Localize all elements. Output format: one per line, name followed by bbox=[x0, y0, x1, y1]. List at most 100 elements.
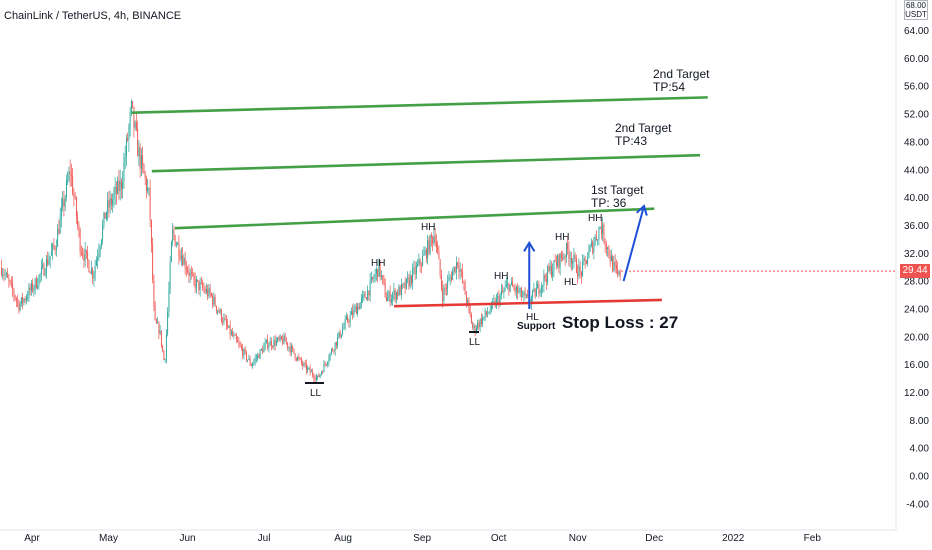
candle-body bbox=[187, 269, 189, 272]
candle-body bbox=[354, 306, 356, 309]
candle-body bbox=[309, 367, 311, 373]
candle-body bbox=[324, 363, 326, 365]
candle-body bbox=[308, 367, 310, 369]
candle-body bbox=[618, 271, 620, 274]
candle-body bbox=[343, 326, 345, 329]
candle-body bbox=[478, 322, 480, 328]
candle-body bbox=[85, 250, 87, 253]
candle-body bbox=[147, 188, 149, 191]
candle-body bbox=[34, 278, 36, 288]
marker-hl-2: HL bbox=[564, 277, 577, 288]
candle-body bbox=[469, 306, 471, 315]
candle-body bbox=[290, 346, 292, 353]
candle-body bbox=[249, 358, 251, 365]
candles-layer bbox=[0, 99, 621, 384]
candle-body bbox=[313, 375, 315, 379]
candle-body bbox=[455, 262, 457, 273]
price-tick-label: 12.00 bbox=[904, 388, 929, 399]
candle-body bbox=[482, 317, 484, 325]
candle-body bbox=[173, 229, 175, 236]
candle-body bbox=[389, 291, 391, 303]
candle-body bbox=[225, 319, 227, 325]
time-axis[interactable]: Apr May Jun Jul Aug Sep Oct Nov Dec 2022 Feb bbox=[0, 529, 896, 544]
candle-body bbox=[534, 288, 536, 297]
candle-body bbox=[374, 273, 376, 279]
axis-unit-label: USDT bbox=[905, 10, 927, 19]
candle-body bbox=[208, 288, 210, 297]
candle-body bbox=[609, 255, 611, 262]
candle-body bbox=[574, 255, 576, 259]
candle-body bbox=[42, 264, 44, 268]
candle-body bbox=[369, 279, 371, 296]
candle-body bbox=[49, 255, 51, 261]
candle-body bbox=[604, 241, 606, 246]
candle-body bbox=[317, 375, 319, 378]
marker-hh-4: HH bbox=[555, 232, 569, 243]
candle-body bbox=[70, 174, 72, 176]
candle-body bbox=[415, 265, 417, 274]
price-tick-label: 56.00 bbox=[904, 82, 929, 93]
candle-body bbox=[540, 285, 542, 292]
candle-body bbox=[362, 295, 364, 298]
candle-body bbox=[157, 322, 159, 324]
first-target-line2: TP: 36 bbox=[591, 196, 627, 210]
candle-body bbox=[292, 346, 294, 349]
candle-body bbox=[392, 294, 394, 299]
candle-body bbox=[349, 315, 351, 323]
candle-body bbox=[608, 247, 610, 256]
candle-body bbox=[348, 321, 350, 323]
candle-body bbox=[445, 288, 447, 290]
candle-body bbox=[19, 304, 21, 311]
candle-body bbox=[217, 310, 219, 312]
candle-body bbox=[243, 349, 245, 356]
candle-body bbox=[592, 242, 594, 253]
candle-body bbox=[460, 270, 462, 272]
candle-body bbox=[303, 363, 305, 366]
candle-body bbox=[209, 288, 211, 294]
candle-body bbox=[8, 277, 10, 281]
candle-body bbox=[128, 126, 130, 140]
candle-body bbox=[44, 272, 46, 276]
candle-body bbox=[367, 290, 369, 300]
candle-body bbox=[200, 282, 202, 284]
candle-body bbox=[335, 342, 337, 346]
candle-body bbox=[580, 271, 582, 276]
candle-body bbox=[63, 199, 65, 207]
price-tick-label: 64.00 bbox=[904, 26, 929, 37]
candle-body bbox=[428, 240, 430, 254]
candle-body bbox=[227, 324, 229, 328]
candle-body bbox=[350, 310, 352, 316]
candle-body bbox=[190, 272, 192, 274]
candle-body bbox=[489, 310, 491, 313]
candle-body bbox=[412, 268, 414, 283]
candle-body bbox=[563, 256, 565, 259]
candle-body bbox=[84, 250, 86, 261]
candle-body bbox=[167, 311, 169, 334]
candle-body bbox=[433, 236, 435, 244]
candle-body bbox=[247, 359, 249, 361]
candle-body bbox=[439, 259, 441, 276]
time-tick-label: Jun bbox=[179, 533, 195, 544]
candle-body bbox=[125, 137, 127, 158]
chart-title: ChainLink / TetherUS, 4h, BINANCE bbox=[4, 10, 182, 22]
candle-body bbox=[497, 296, 499, 299]
candle-body bbox=[484, 311, 486, 317]
stop-loss-line bbox=[394, 298, 662, 308]
price-tick-label: 32.00 bbox=[904, 249, 929, 260]
candle-body bbox=[319, 374, 321, 377]
candle-body bbox=[119, 180, 121, 192]
candle-body bbox=[395, 292, 397, 300]
candle-body bbox=[152, 244, 154, 280]
candle-body bbox=[587, 258, 589, 264]
candle-body bbox=[524, 292, 526, 295]
candle-body bbox=[473, 325, 475, 328]
candle-body bbox=[138, 147, 140, 157]
candle-body bbox=[438, 251, 440, 260]
marker-hh-2: HH bbox=[421, 222, 435, 233]
candle-body bbox=[88, 260, 90, 272]
candle-body bbox=[424, 249, 426, 254]
candle-body bbox=[363, 293, 365, 296]
price-tick-label: -4.00 bbox=[906, 499, 929, 510]
candle-body bbox=[105, 212, 107, 219]
